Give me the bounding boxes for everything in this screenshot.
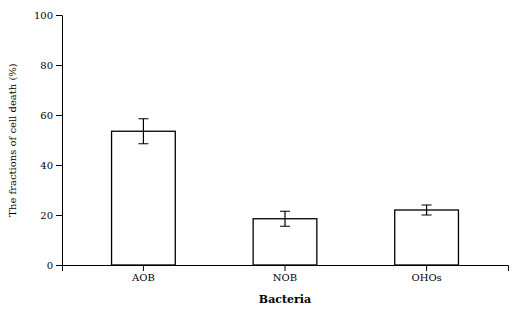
error-bar xyxy=(280,211,290,226)
bar xyxy=(112,131,176,265)
y-tick: 0 xyxy=(47,260,62,271)
y-tick-mark xyxy=(56,215,62,216)
y-tick-mark xyxy=(56,15,62,16)
axis-line xyxy=(63,266,509,272)
y-tick: 80 xyxy=(40,60,62,71)
x-tick-label: OHOs xyxy=(411,272,441,283)
error-bar xyxy=(138,119,148,144)
bar xyxy=(395,210,459,265)
y-tick-mark xyxy=(56,165,62,166)
y-axis-title: The fractions of cell death (%) xyxy=(7,63,18,217)
error-bar xyxy=(422,205,432,215)
y-tick-label: 20 xyxy=(40,210,53,221)
y-tick-label: 40 xyxy=(40,160,53,171)
marks xyxy=(112,119,459,265)
y-tick-label: 0 xyxy=(47,260,53,271)
x-tick: OHOs xyxy=(411,265,441,283)
x-tick-label: AOB xyxy=(131,272,155,283)
x-axis-title: Bacteria xyxy=(259,293,311,306)
y-tick-mark xyxy=(56,65,62,66)
plot: AOB NOB OHOs 0 20 40 60 80 100 xyxy=(34,10,509,283)
axis-line xyxy=(56,16,63,266)
y-tick: 100 xyxy=(34,10,62,21)
x-tick-mark xyxy=(143,265,144,271)
y-tick: 20 xyxy=(40,210,62,221)
x-axis: AOB NOB OHOs xyxy=(63,265,509,283)
y-tick: 40 xyxy=(40,160,62,171)
y-tick-label: 60 xyxy=(40,110,53,121)
y-axis: 0 20 40 60 80 100 xyxy=(34,10,63,271)
y-tick-mark xyxy=(56,265,62,266)
x-tick: AOB xyxy=(131,265,155,283)
x-tick: NOB xyxy=(273,265,297,283)
y-tick-label: 100 xyxy=(34,10,53,21)
x-tick-label: NOB xyxy=(273,272,297,283)
y-tick-label: 80 xyxy=(40,60,53,71)
x-tick-mark xyxy=(285,265,286,271)
chart: AOB NOB OHOs 0 20 40 60 80 100 Bacteria The fracti… xyxy=(0,0,523,313)
x-tick-mark xyxy=(426,265,427,271)
y-tick: 60 xyxy=(40,110,62,121)
y-tick-mark xyxy=(56,115,62,116)
